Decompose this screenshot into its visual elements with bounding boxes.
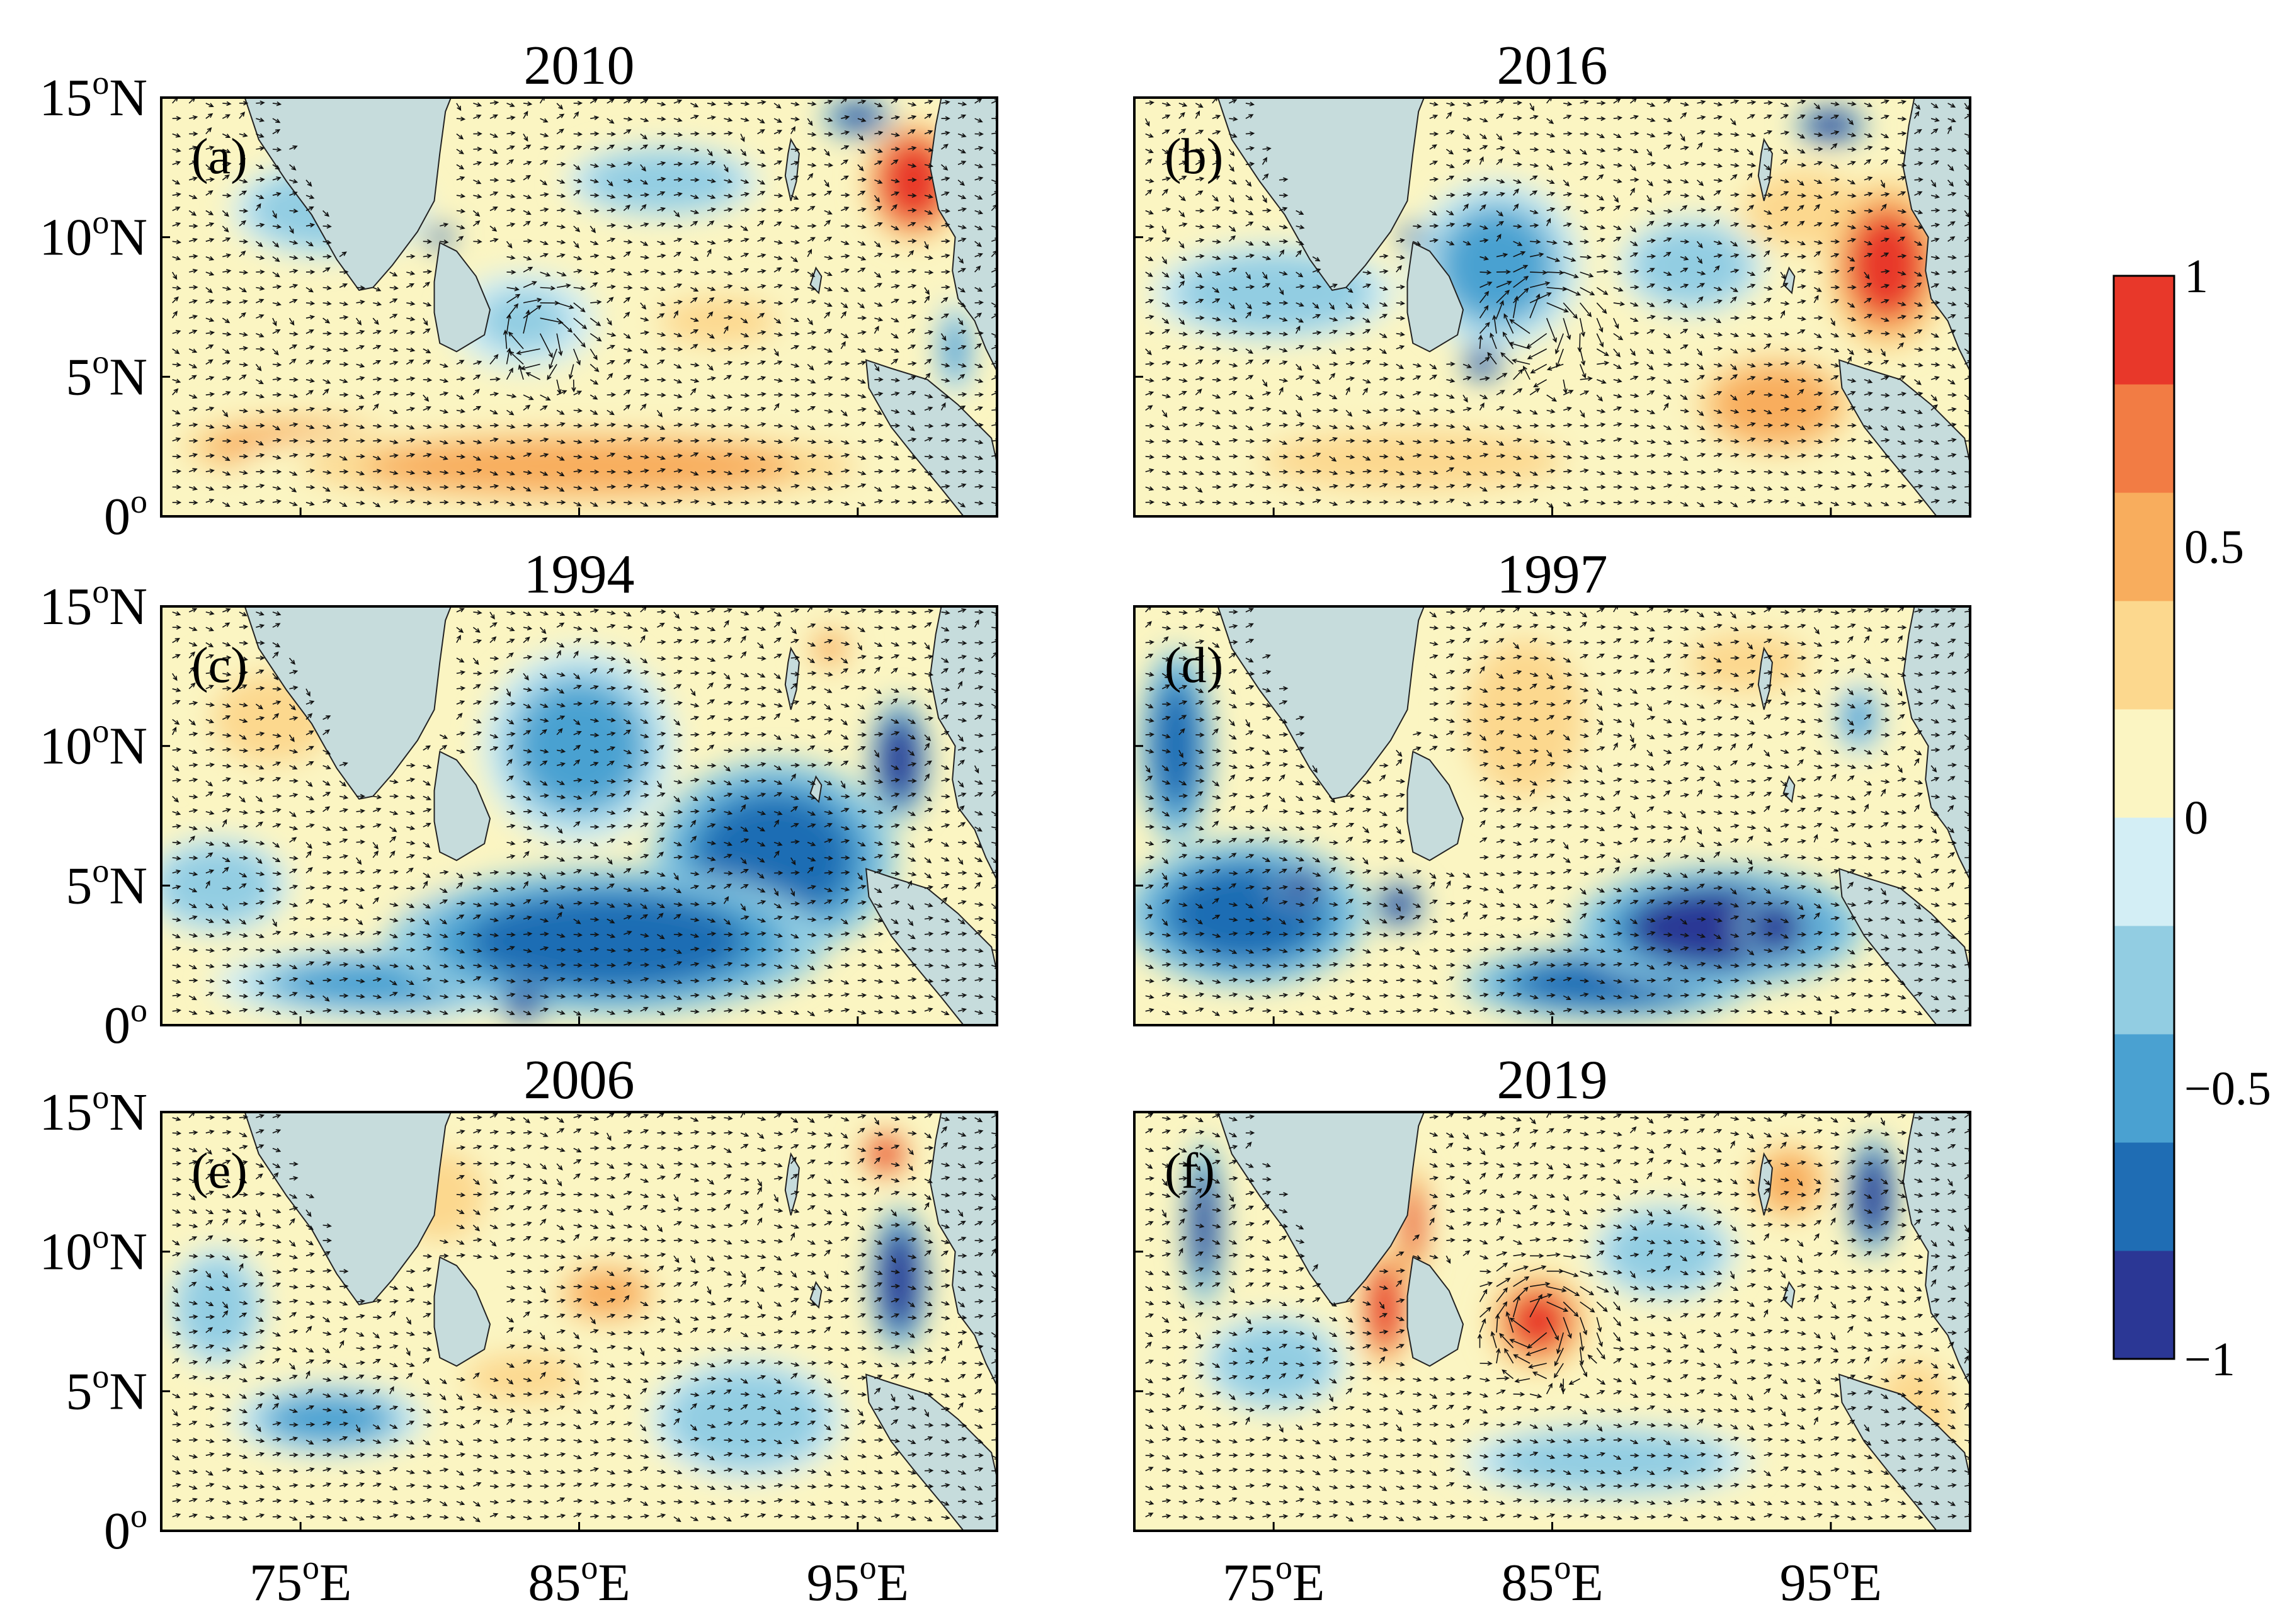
y-tick-label: 15oN — [39, 64, 147, 127]
panel-c: 1994 (c) 15oN 10oN 5oN 0o — [39, 544, 999, 1055]
anomaly-blob — [171, 855, 263, 917]
anomaly-blob — [1283, 873, 1320, 898]
panel-b-field — [1134, 81, 1973, 516]
anomaly-blob — [1752, 904, 1798, 950]
y-tick-label: 0o — [104, 482, 147, 546]
anomaly-blob — [1686, 632, 1809, 693]
y-tick-label: 0o — [104, 991, 147, 1055]
anomaly-blob — [881, 722, 918, 798]
anomaly-blob — [1478, 657, 1570, 780]
anomaly-blob — [673, 302, 765, 339]
anomaly-blob — [338, 827, 430, 889]
panel-d: 1997(d) — [1123, 544, 1972, 1025]
y-tick-label: 10oN — [39, 712, 147, 776]
anomaly-blob — [365, 438, 794, 494]
panel-a: 2010 (a) 15oN 10oN 5oN 0o — [39, 35, 999, 546]
panel-label: (b) — [1165, 129, 1223, 185]
anomaly-blob — [1153, 684, 1199, 807]
anomaly-blob — [835, 105, 881, 130]
y-tick-label: 5oN — [66, 851, 147, 915]
anomaly-blob — [1646, 234, 1738, 296]
panel-title: 2010 — [524, 35, 635, 96]
panel-b: 2016 (b) — [1134, 35, 1973, 516]
anomaly-blob — [469, 895, 745, 987]
panel-d-field — [1123, 589, 1972, 1025]
panel-title: 1994 — [524, 544, 635, 605]
anomaly-blob — [601, 158, 724, 204]
panel-label: (c) — [191, 638, 248, 693]
y-tick-label: 15oN — [39, 572, 147, 636]
y-tick-label: 5oN — [66, 343, 147, 406]
panel-a-field — [154, 81, 1000, 516]
panel-c-field — [144, 589, 1000, 1025]
anomaly-blob — [1384, 890, 1415, 921]
y-tick-label: 10oN — [39, 203, 147, 267]
panel-label: (a) — [191, 129, 248, 185]
panel-title: 2016 — [1497, 35, 1608, 96]
